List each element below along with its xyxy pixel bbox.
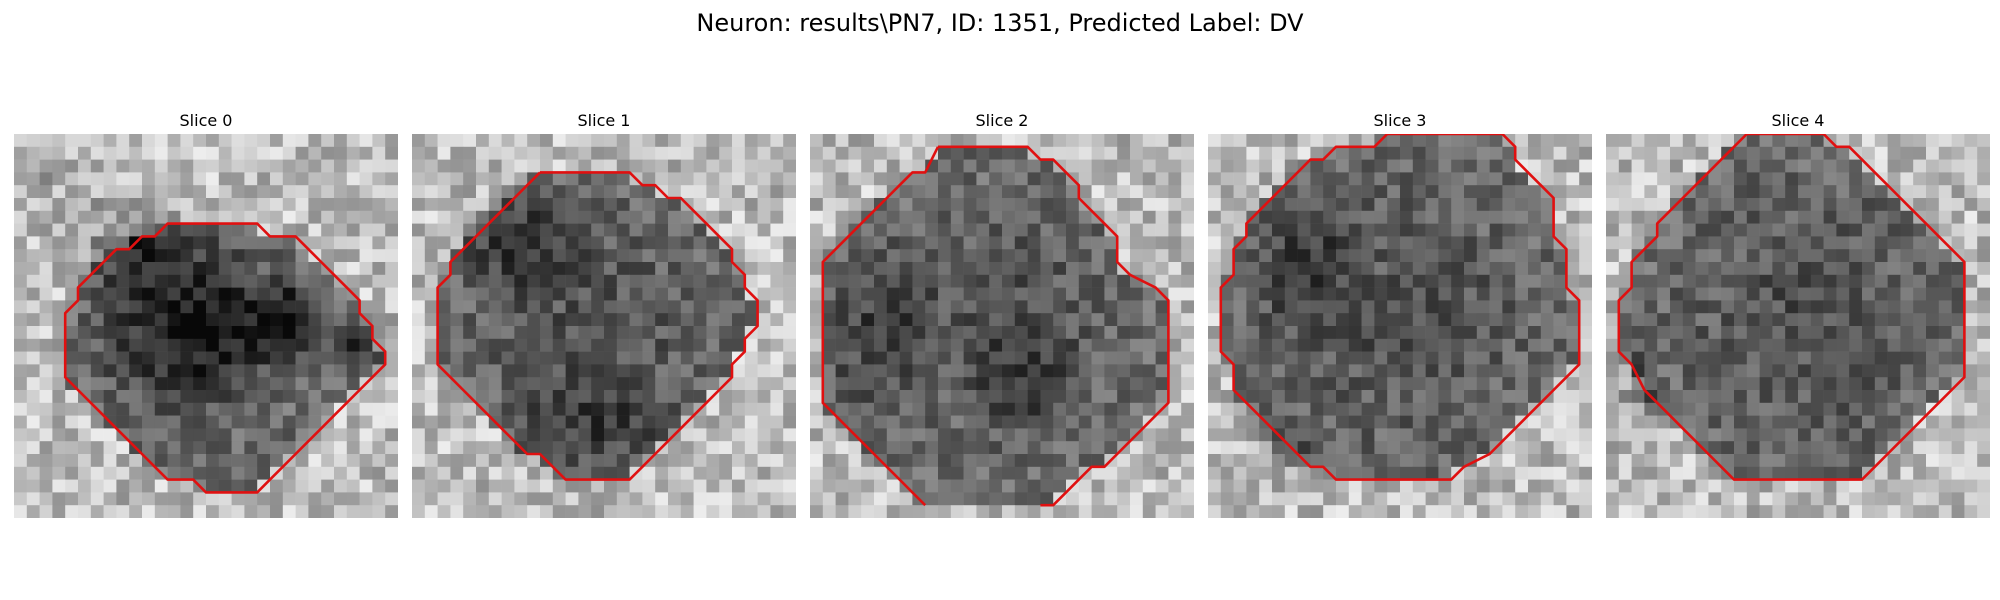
slice-title: Slice 4 [1771, 111, 1825, 130]
pixel-grid [810, 134, 1194, 518]
figure-title: Neuron: results\PN7, ID: 1351, Predicted… [696, 9, 1304, 37]
segmentation-contour [938, 145, 1170, 507]
segmentation-contour [821, 146, 940, 507]
slice-panel-3: Slice 3 [1208, 108, 1592, 518]
segmentation-contour [436, 171, 759, 481]
slice-title: Slice 2 [975, 111, 1029, 130]
slice-title: Slice 0 [179, 111, 233, 130]
segmentation-contour [1219, 134, 1581, 481]
slice-panel-2: Slice 2 [810, 108, 1194, 518]
pixel-grid [14, 134, 398, 518]
slice-image [810, 134, 1194, 518]
slice-title: Slice 1 [577, 111, 631, 130]
slice-image [1208, 134, 1592, 518]
slice-title: Slice 3 [1373, 111, 1427, 130]
slice-image [412, 134, 796, 518]
segmentation-contour [1617, 134, 1966, 481]
slice-image [1606, 134, 1990, 518]
slice-panel-0: Slice 0 [14, 108, 398, 518]
slice-panel-1: Slice 1 [412, 108, 796, 518]
segmentation-contour [63, 222, 387, 494]
pixel-grid [1208, 134, 1592, 518]
slice-image [14, 134, 398, 518]
pixel-grid [412, 134, 796, 518]
slice-panel-4: Slice 4 [1606, 108, 1990, 518]
pixel-grid [1606, 134, 1990, 518]
